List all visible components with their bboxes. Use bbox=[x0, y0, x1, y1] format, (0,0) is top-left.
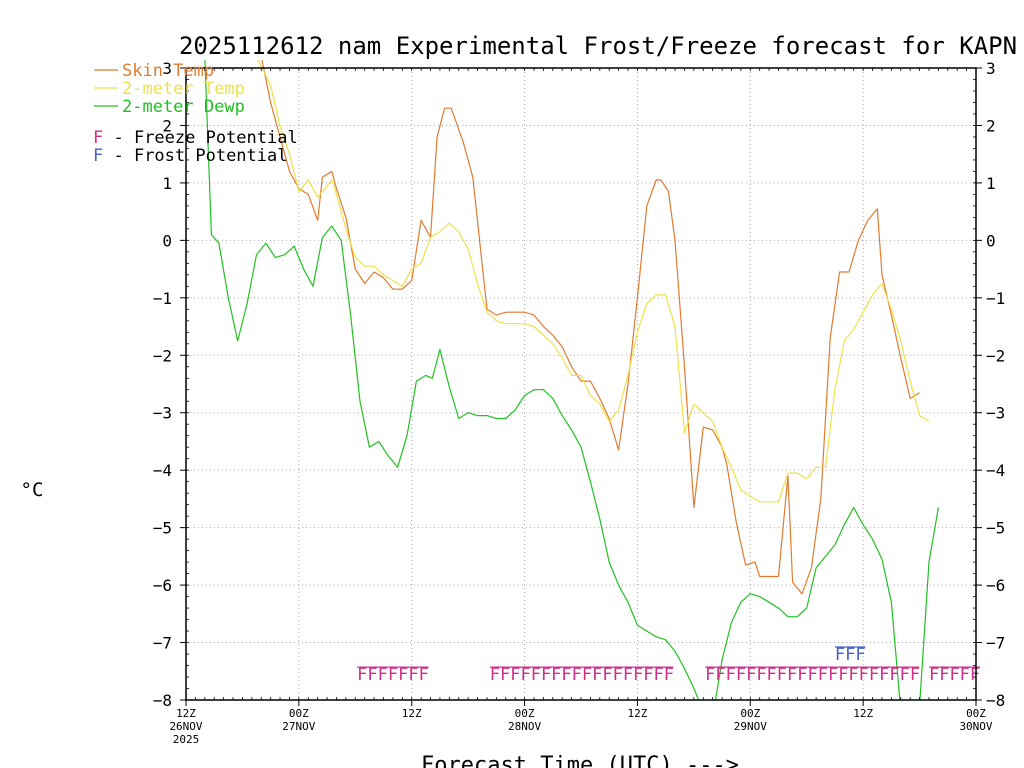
y-tick-label-left: −6 bbox=[153, 576, 172, 595]
x-tick-time: 12Z bbox=[627, 707, 647, 720]
y-tick-label-left: 3 bbox=[162, 59, 172, 78]
x-tick-time: 00Z bbox=[289, 707, 309, 720]
potential-legend-entry: F - Frost Potential bbox=[93, 146, 287, 166]
frost-marker: FFF bbox=[835, 645, 866, 665]
y-axis-label: °C bbox=[21, 479, 44, 501]
y-tick-label-right: 0 bbox=[986, 231, 996, 250]
y-tick-label-left: −3 bbox=[153, 404, 172, 423]
legend-label: 2-meter Dewp bbox=[122, 97, 245, 117]
y-tick-label-right: 1 bbox=[986, 174, 996, 193]
x-tick-year: 2025 bbox=[173, 733, 200, 746]
x-tick-time: 00Z bbox=[515, 707, 535, 720]
freeze-marker: FFFFFFF bbox=[357, 665, 429, 685]
x-tick-date: 28NOV bbox=[508, 720, 541, 733]
x-tick-date: 27NOV bbox=[282, 720, 315, 733]
axis-ticks: 3 3 2 2 1 1 0 0 −1 −1 −2 −2 −3 −3 −4 −4 −5 −5 −6 −6 −7 −7 −8 −8… bbox=[153, 59, 1006, 746]
y-tick-label-left: 2 bbox=[162, 116, 172, 135]
freeze-marker: FFFFF bbox=[929, 665, 980, 685]
y-tick-label-right: −8 bbox=[986, 691, 1005, 710]
legend-label: 2-meter Temp bbox=[122, 79, 245, 99]
potential-legend-entry: F - Freeze Potential bbox=[93, 128, 298, 148]
y-tick-label-right: 2 bbox=[986, 116, 996, 135]
series-line-2-meter-dewp bbox=[204, 60, 939, 700]
x-tick-time: 00Z bbox=[740, 707, 760, 720]
potential-legend-letter: F bbox=[93, 146, 103, 166]
grid-lines bbox=[186, 68, 976, 700]
x-tick-date: 26NOV bbox=[169, 720, 202, 733]
y-tick-label-right: −2 bbox=[986, 346, 1005, 365]
y-tick-label-left: −4 bbox=[153, 461, 172, 480]
y-tick-label-right: −5 bbox=[986, 519, 1005, 538]
x-tick-date: 29NOV bbox=[734, 720, 767, 733]
y-tick-label-right: −7 bbox=[986, 634, 1005, 653]
y-tick-label-left: −2 bbox=[153, 346, 172, 365]
potential-markers: FFFFFFF FFFFFFFFFFFFFFFFFF FFFFFFFFFFFFFFF… bbox=[357, 645, 980, 685]
y-tick-label-left: 0 bbox=[162, 231, 172, 250]
chart-title: 2025112612 nam Experimental Frost/Freeze… bbox=[179, 32, 1017, 60]
x-tick-date: 30NOV bbox=[959, 720, 992, 733]
legend-label: Skin Temp bbox=[122, 61, 214, 81]
x-tick-time: 12Z bbox=[853, 707, 873, 720]
y-tick-label-left: −7 bbox=[153, 634, 172, 653]
y-tick-label-left: −8 bbox=[153, 691, 172, 710]
y-tick-label-right: −1 bbox=[986, 289, 1005, 308]
y-tick-label-right: −4 bbox=[986, 461, 1005, 480]
y-tick-label-left: −5 bbox=[153, 519, 172, 538]
series-line-skin-temp bbox=[261, 60, 920, 595]
series-lines bbox=[204, 60, 939, 700]
potential-legend-text: - Frost Potential bbox=[103, 146, 287, 166]
y-tick-label-right: −6 bbox=[986, 576, 1005, 595]
x-tick-time: 12Z bbox=[402, 707, 422, 720]
y-tick-label-left: −1 bbox=[153, 289, 172, 308]
x-axis-label: Forecast Time (UTC) ---> bbox=[421, 753, 739, 768]
x-tick-time: 12Z bbox=[176, 707, 196, 720]
y-tick-label-right: −3 bbox=[986, 404, 1005, 423]
y-tick-label-right: 3 bbox=[986, 59, 996, 78]
potential-legend-letter: F bbox=[93, 128, 103, 148]
x-tick-time: 00Z bbox=[966, 707, 986, 720]
freeze-marker: FFFFFFFFFFFFFFFFFFFFF bbox=[705, 665, 920, 685]
y-tick-label-left: 1 bbox=[162, 174, 172, 193]
freeze-marker: FFFFFFFFFFFFFFFFFF bbox=[490, 665, 674, 685]
series-line-2-meter-temp bbox=[257, 60, 930, 503]
potential-legend-text: - Freeze Potential bbox=[103, 128, 297, 148]
